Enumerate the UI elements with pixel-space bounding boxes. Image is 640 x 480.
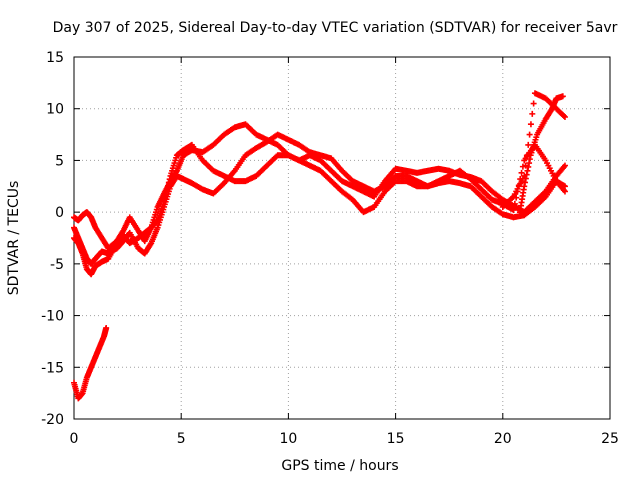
data-point bbox=[561, 113, 568, 120]
data-point bbox=[525, 141, 532, 148]
data-point bbox=[523, 152, 530, 159]
y-tick-label: 0 bbox=[55, 205, 64, 221]
data-point bbox=[521, 183, 528, 190]
data-point bbox=[511, 200, 518, 207]
x-axis-ticks: 0 5 10 15 20 25 bbox=[70, 57, 619, 447]
data-point bbox=[529, 110, 536, 117]
x-tick-label: 10 bbox=[279, 431, 297, 447]
data-point bbox=[166, 176, 173, 183]
data-point bbox=[526, 160, 533, 167]
data-point bbox=[561, 162, 568, 169]
data-point bbox=[524, 167, 531, 174]
data-point bbox=[561, 183, 568, 190]
chart-title: Day 307 of 2025, Sidereal Day-to-day VTE… bbox=[53, 20, 618, 36]
y-tick-label: -5 bbox=[50, 257, 64, 273]
x-tick-label: 5 bbox=[177, 431, 186, 447]
y-tick-label: 5 bbox=[55, 153, 64, 169]
series-track-4 bbox=[71, 324, 110, 402]
data-point bbox=[526, 131, 533, 138]
y-tick-label: -10 bbox=[41, 309, 64, 325]
y-axis-label: SDTVAR / TECUs bbox=[6, 181, 22, 296]
x-tick-label: 20 bbox=[494, 431, 512, 447]
series-track-3 bbox=[71, 141, 568, 278]
x-tick-label: 25 bbox=[601, 431, 619, 447]
y-axis-ticks: -20 -15 -10 -5 0 5 10 15 bbox=[41, 50, 610, 428]
data-point bbox=[522, 179, 529, 186]
data-point bbox=[153, 218, 160, 225]
data-point bbox=[163, 189, 170, 196]
data-point bbox=[165, 179, 172, 186]
series-track-6 bbox=[499, 90, 568, 210]
data-points bbox=[71, 90, 568, 402]
data-point bbox=[161, 195, 168, 202]
data-point bbox=[162, 192, 169, 199]
data-point bbox=[530, 100, 537, 107]
grid-lines bbox=[74, 57, 610, 419]
x-axis-label: GPS time / hours bbox=[281, 458, 398, 474]
y-tick-label: 15 bbox=[46, 50, 64, 66]
data-point bbox=[521, 172, 528, 179]
data-point bbox=[526, 156, 533, 163]
data-point bbox=[510, 207, 517, 214]
y-tick-label: -15 bbox=[41, 360, 64, 376]
data-point bbox=[103, 324, 110, 331]
x-tick-label: 0 bbox=[70, 431, 79, 447]
y-tick-label: 10 bbox=[46, 102, 64, 118]
data-point bbox=[561, 188, 568, 195]
data-point bbox=[560, 112, 567, 119]
data-point bbox=[165, 182, 172, 189]
y-tick-label: -20 bbox=[41, 412, 64, 428]
data-point bbox=[527, 121, 534, 128]
data-point bbox=[522, 162, 529, 169]
data-point bbox=[164, 185, 171, 192]
data-point bbox=[518, 169, 525, 176]
data-point bbox=[559, 93, 566, 100]
x-tick-label: 15 bbox=[387, 431, 405, 447]
data-point bbox=[161, 198, 168, 205]
